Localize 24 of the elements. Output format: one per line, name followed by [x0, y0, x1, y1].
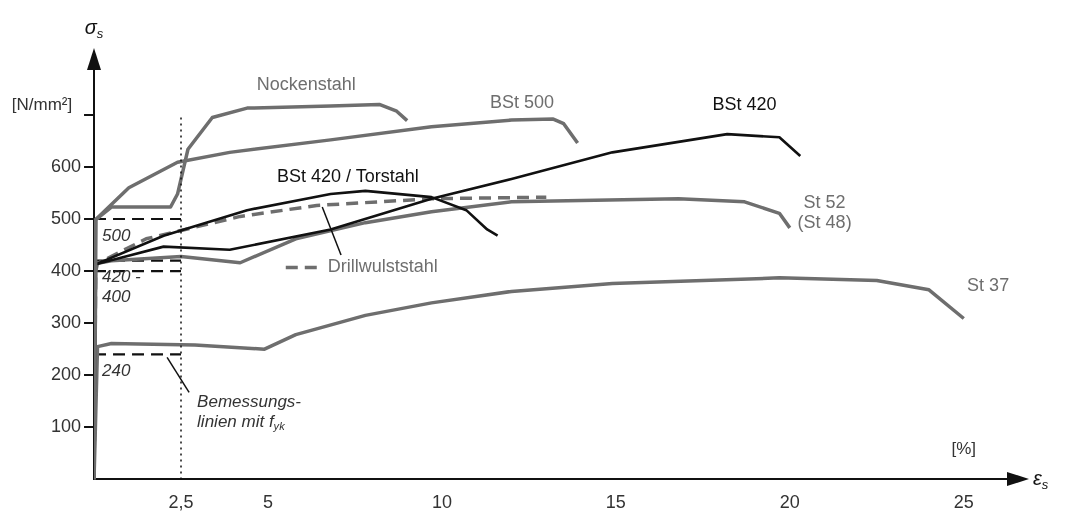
y-tick-label: 100 [50, 416, 82, 437]
y-tick-label: 600 [50, 155, 82, 176]
x-tick-label: 5 [262, 492, 273, 513]
series-label: St 37 [967, 275, 1010, 296]
series-label: St 52 (St 48) [797, 191, 852, 233]
series-label: BSt 420 / Torstahl [276, 166, 419, 187]
y-tick-label: 500 [50, 207, 82, 228]
y-tick-label: 200 [50, 364, 82, 385]
annotation: 420 - 400 [102, 267, 142, 306]
y-tick-label: 300 [50, 312, 82, 333]
x-tick-label: 25 [953, 492, 974, 513]
annotation: 500 [102, 225, 131, 245]
x-tick-label: 15 [605, 492, 626, 513]
series-label: BSt 500 [489, 91, 554, 112]
x-tick-label: 20 [779, 492, 800, 513]
series-label: BSt 420 [712, 93, 777, 114]
annotation: 240 [101, 361, 131, 381]
annotation: [%] [951, 439, 977, 459]
x-tick-label: 2,5 [168, 492, 194, 513]
y-tick-label: 400 [50, 260, 82, 281]
series-label: Nockenstahl [256, 73, 356, 94]
x-tick-label: 10 [431, 492, 452, 513]
text: [N/mm²] [11, 94, 73, 114]
legend-label: Drillwulststahl [327, 256, 438, 277]
